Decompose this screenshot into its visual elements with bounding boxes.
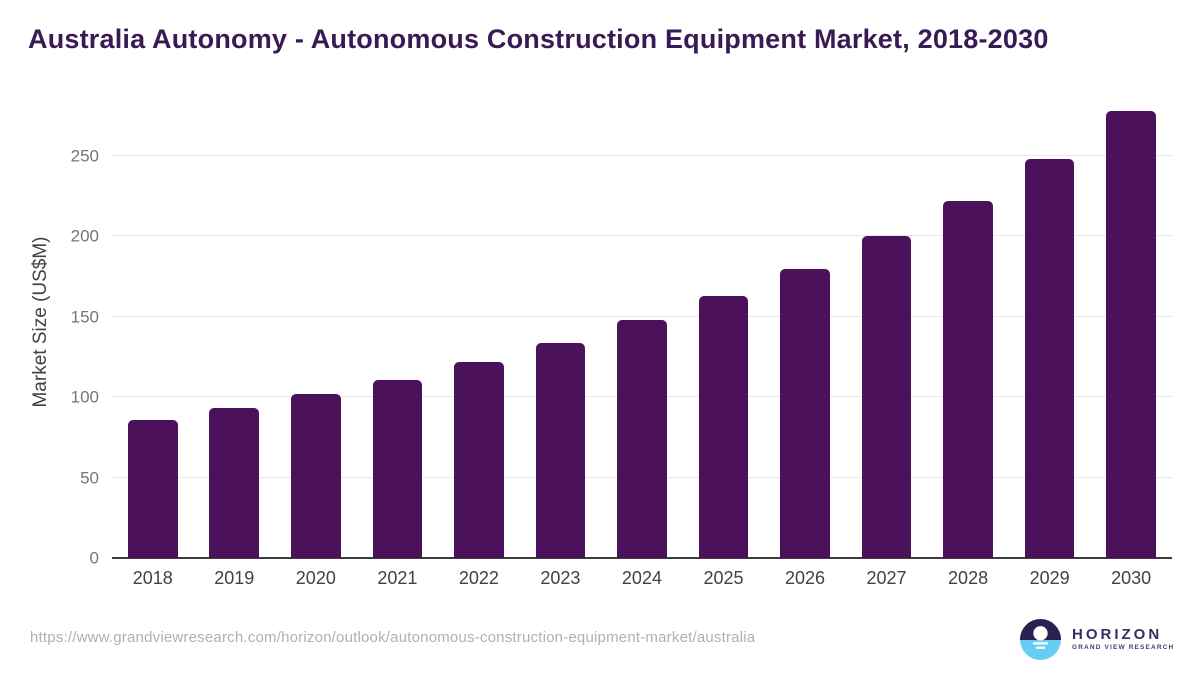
bar-slot-2021: 2021 bbox=[357, 111, 439, 588]
brand-name: HORIZON bbox=[1072, 626, 1163, 644]
bar-2019 bbox=[209, 408, 260, 558]
source-url: https://www.grandviewresearch.com/horizo… bbox=[30, 629, 756, 646]
x-tick-label: 2025 bbox=[703, 568, 744, 588]
x-axis-line bbox=[112, 557, 1172, 559]
bar-2024 bbox=[617, 320, 667, 558]
bar-2025 bbox=[698, 295, 749, 558]
x-tick-label: 2030 bbox=[1111, 568, 1152, 588]
bar-slot-2022: 2022 bbox=[438, 111, 520, 588]
bar-slot-2027: 2027 bbox=[846, 111, 928, 588]
bar-slot-2030: 2030 bbox=[1090, 111, 1172, 588]
bar-slot-2028: 2028 bbox=[927, 111, 1009, 588]
bar-2029 bbox=[1024, 159, 1075, 558]
gridline bbox=[112, 315, 1172, 317]
x-tick-label: 2022 bbox=[458, 568, 499, 588]
bar-2028 bbox=[943, 201, 993, 558]
x-tick-label: 2028 bbox=[948, 568, 989, 588]
y-tick-label: 150 bbox=[70, 307, 99, 327]
y-axis-title: Market Size (US$M) bbox=[30, 236, 51, 408]
gridline bbox=[112, 155, 1172, 157]
y-tick-label: 50 bbox=[80, 468, 99, 488]
y-tick-label: 200 bbox=[70, 226, 99, 246]
bar-slot-2026: 2026 bbox=[764, 111, 846, 588]
page-title: Australia Autonomy - Autonomous Construc… bbox=[28, 24, 1049, 54]
x-tick-label: 2029 bbox=[1029, 568, 1070, 588]
bar-slot-2020: 2020 bbox=[275, 111, 357, 588]
bar-slot-2025: 2025 bbox=[683, 111, 765, 588]
bar-2022 bbox=[454, 361, 504, 558]
y-tick-label: 250 bbox=[70, 146, 99, 166]
sun-over-horizon-icon bbox=[1020, 619, 1061, 660]
x-tick-label: 2020 bbox=[295, 568, 336, 588]
x-tick-label: 2018 bbox=[132, 568, 173, 588]
bar-2018 bbox=[127, 419, 178, 558]
x-tick-label: 2021 bbox=[377, 568, 418, 588]
y-tick-label: 0 bbox=[89, 548, 99, 568]
plot-area: 2018 2019 2020 2021 2022 2023 2024 2025 2026 2027… bbox=[71, 111, 1172, 588]
bar-2027 bbox=[861, 236, 912, 558]
x-tick-label: 2019 bbox=[214, 568, 255, 588]
bar-slot-2023: 2023 bbox=[520, 111, 602, 588]
bar-slot-2019: 2019 bbox=[194, 111, 276, 588]
bar-slot-2029: 2029 bbox=[1009, 111, 1091, 588]
bar-slot-2024: 2024 bbox=[601, 111, 683, 588]
x-tick-label: 2023 bbox=[540, 568, 581, 588]
bar-2020 bbox=[290, 394, 341, 558]
y-tick-label: 100 bbox=[70, 387, 99, 407]
bar-series: 2018 2019 2020 2021 2022 2023 2024 2025 2026 2027… bbox=[112, 111, 1172, 588]
bar-2023 bbox=[535, 342, 586, 558]
logo-text: HORIZON GRAND VIEW RESEARCH bbox=[1072, 627, 1174, 652]
gridline bbox=[112, 235, 1172, 237]
horizon-logo: HORIZON GRAND VIEW RESEARCH bbox=[1020, 619, 1174, 660]
bar-slot-2018: 2018 bbox=[112, 111, 194, 588]
bar-2030 bbox=[1106, 111, 1156, 558]
x-tick-label: 2024 bbox=[621, 568, 662, 588]
x-tick-label: 2026 bbox=[784, 568, 826, 588]
brand-tagline: GRAND VIEW RESEARCH bbox=[1072, 644, 1175, 652]
bar-2021 bbox=[372, 379, 423, 558]
x-tick-label: 2027 bbox=[866, 568, 907, 588]
bar-2026 bbox=[780, 268, 830, 558]
